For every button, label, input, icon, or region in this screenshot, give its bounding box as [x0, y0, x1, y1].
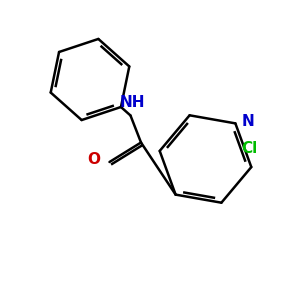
Text: O: O	[88, 152, 100, 167]
Text: N: N	[242, 114, 255, 129]
Text: NH: NH	[119, 95, 145, 110]
Text: Cl: Cl	[242, 141, 258, 156]
